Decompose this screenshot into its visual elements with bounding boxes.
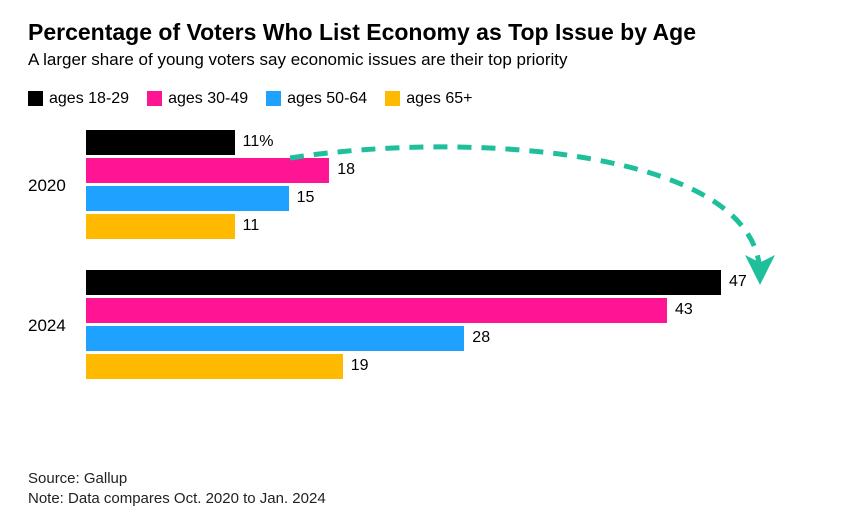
bar: [86, 270, 721, 295]
legend-swatch: [266, 91, 281, 106]
legend-label: ages 18-29: [49, 90, 129, 108]
legend-swatch: [385, 91, 400, 106]
bar: [86, 186, 289, 211]
legend-label: ages 30-49: [168, 90, 248, 108]
legend-item: ages 30-49: [147, 90, 248, 108]
bar-row: 47: [86, 270, 820, 295]
legend-swatch: [147, 91, 162, 106]
bar: [86, 298, 667, 323]
legend: ages 18-29 ages 30-49 ages 50-64 ages 65+: [28, 90, 820, 108]
year-label: 2020: [28, 176, 86, 196]
year-group: 2020 11% 18 15 11: [28, 130, 820, 242]
bar-row: 43: [86, 298, 820, 323]
bar: [86, 326, 464, 351]
bar-row: 19: [86, 354, 820, 379]
bar-value: 15: [289, 189, 315, 207]
legend-item: ages 18-29: [28, 90, 129, 108]
legend-item: ages 65+: [385, 90, 472, 108]
bar-row: 11%: [86, 130, 820, 155]
legend-label: ages 65+: [406, 90, 472, 108]
bars-container: 47 43 28 19: [86, 270, 820, 382]
bar-value: 43: [667, 301, 693, 319]
bar-row: 11: [86, 214, 820, 239]
bars-container: 11% 18 15 11: [86, 130, 820, 242]
bar: [86, 214, 235, 239]
legend-swatch: [28, 91, 43, 106]
year-group: 2024 47 43 28 19: [28, 270, 820, 382]
bar-chart: 2020 11% 18 15 11 2024 47 43 28 19: [28, 130, 820, 382]
bar-value: 11: [235, 217, 260, 235]
bar-value: 47: [721, 273, 747, 291]
chart-subtitle: A larger share of young voters say econo…: [28, 49, 820, 72]
bar-row: 28: [86, 326, 820, 351]
year-label: 2024: [28, 316, 86, 336]
bar-value: 18: [329, 161, 355, 179]
bar-row: 18: [86, 158, 820, 183]
bar-row: 15: [86, 186, 820, 211]
chart-title: Percentage of Voters Who List Economy as…: [28, 18, 820, 47]
bar: [86, 354, 343, 379]
chart-footer: Source: Gallup Note: Data compares Oct. …: [28, 469, 326, 510]
bar: [86, 158, 329, 183]
bar-value: 19: [343, 357, 369, 375]
bar-value: 11%: [235, 133, 274, 151]
bar-value: 28: [464, 329, 490, 347]
bar: [86, 130, 235, 155]
note-text: Note: Data compares Oct. 2020 to Jan. 20…: [28, 489, 326, 509]
legend-item: ages 50-64: [266, 90, 367, 108]
legend-label: ages 50-64: [287, 90, 367, 108]
source-text: Source: Gallup: [28, 469, 326, 489]
